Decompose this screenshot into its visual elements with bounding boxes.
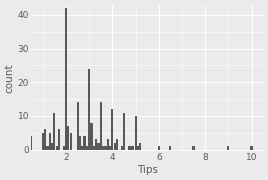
Bar (102, 146, 104, 150)
Bar (111, 109, 113, 150)
Bar (46, 146, 49, 150)
Bar (79, 136, 81, 150)
Bar (135, 116, 137, 150)
Y-axis label: count: count (5, 63, 15, 93)
Bar (63, 146, 65, 150)
Bar (77, 102, 79, 150)
Bar (109, 146, 111, 150)
Bar (139, 143, 141, 150)
Bar (104, 146, 106, 150)
Bar (107, 140, 109, 150)
Bar (49, 133, 51, 150)
Bar (53, 112, 55, 150)
Bar (137, 146, 139, 150)
Bar (84, 136, 86, 150)
Bar (192, 146, 195, 150)
Bar (86, 146, 88, 150)
Bar (56, 146, 58, 150)
Bar (30, 136, 32, 150)
Bar (121, 146, 123, 150)
Bar (58, 129, 60, 150)
Bar (123, 112, 125, 150)
Bar (116, 140, 118, 150)
Bar (44, 129, 46, 150)
Bar (97, 143, 99, 150)
Bar (65, 8, 67, 150)
Bar (42, 133, 44, 150)
Bar (81, 146, 83, 150)
Bar (169, 146, 172, 150)
Bar (100, 102, 102, 150)
Bar (91, 123, 92, 150)
Bar (130, 146, 132, 150)
Bar (114, 143, 116, 150)
Bar (93, 146, 95, 150)
Bar (128, 146, 130, 150)
Bar (251, 146, 253, 150)
Bar (95, 140, 97, 150)
Bar (70, 133, 72, 150)
Bar (88, 69, 90, 150)
Bar (67, 126, 69, 150)
Bar (158, 146, 160, 150)
X-axis label: Tips: Tips (137, 165, 158, 175)
Bar (51, 143, 53, 150)
Bar (132, 146, 134, 150)
Bar (227, 146, 229, 150)
